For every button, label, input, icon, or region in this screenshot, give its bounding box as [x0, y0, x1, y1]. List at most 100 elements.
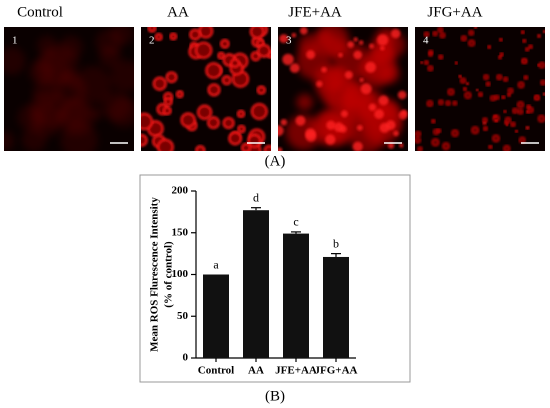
caption-a: (A) [265, 153, 286, 169]
cell [522, 38, 527, 43]
cell [454, 61, 458, 65]
cell [165, 71, 178, 84]
cell [306, 50, 316, 60]
cell [147, 27, 157, 33]
annotation: b [333, 236, 339, 250]
cell [247, 133, 262, 148]
cell [256, 85, 266, 95]
cell [380, 45, 385, 51]
cell [278, 147, 283, 151]
y-axis-label: Mean ROS Flurescence Intensity [149, 197, 161, 352]
annotation: c [293, 215, 298, 229]
cell [250, 102, 268, 120]
cell [501, 95, 506, 100]
haze [59, 35, 83, 60]
cell [347, 41, 355, 48]
cell [249, 27, 265, 39]
cell [533, 94, 541, 101]
cell [498, 37, 503, 42]
cell [537, 114, 545, 123]
haze [4, 47, 26, 75]
haze [296, 93, 313, 111]
cell [289, 63, 300, 73]
cell [291, 32, 297, 38]
cell [230, 58, 240, 68]
cell [221, 75, 232, 86]
cell [305, 130, 317, 142]
cell [189, 28, 202, 41]
cell [195, 145, 206, 151]
cell [442, 142, 450, 150]
panel-number: 4 [423, 35, 429, 47]
cell [316, 80, 323, 88]
cells [415, 27, 545, 151]
cell [390, 28, 401, 39]
haze [111, 27, 134, 45]
cell [369, 43, 375, 49]
cell [205, 62, 222, 79]
cell [507, 87, 514, 94]
cell [497, 55, 503, 60]
cell [141, 133, 148, 147]
cell [240, 142, 252, 151]
cell [157, 138, 174, 151]
cell [431, 138, 440, 147]
micrograph [4, 27, 134, 151]
cells [4, 27, 134, 151]
cell [477, 91, 484, 97]
cell [516, 101, 525, 109]
cell [387, 142, 395, 149]
cell [523, 75, 529, 80]
cell [542, 92, 545, 96]
haze [4, 131, 15, 151]
micrograph [278, 27, 408, 151]
cell [487, 45, 492, 50]
cell [537, 34, 541, 38]
cell [325, 134, 336, 145]
cell [485, 81, 491, 87]
cell [236, 109, 246, 119]
panel-label: JFG+AA [427, 4, 482, 20]
cell [438, 99, 444, 106]
y-tick-label: 0 [183, 352, 189, 364]
bar [243, 210, 269, 358]
cell [219, 38, 230, 49]
y-axis-label: (% of control) [163, 241, 175, 308]
cell [415, 130, 422, 138]
cell [427, 65, 434, 72]
cell [482, 121, 487, 126]
cell [279, 34, 289, 44]
cell [237, 124, 246, 134]
cell [195, 41, 213, 59]
cell [445, 100, 451, 107]
cell [280, 118, 288, 126]
cell [353, 50, 363, 60]
cell [465, 81, 470, 86]
caption-b: (B) [265, 388, 285, 404]
cell [359, 77, 364, 83]
cell [169, 32, 178, 41]
bar [283, 233, 309, 358]
cell [451, 129, 459, 137]
cell [492, 134, 500, 143]
cell [365, 61, 377, 73]
panel-number: 1 [12, 35, 18, 47]
cell [415, 136, 421, 144]
cell [493, 114, 498, 119]
cell [428, 52, 433, 57]
cell [524, 47, 530, 52]
micrograph [141, 27, 271, 151]
cell [333, 122, 344, 133]
cell [356, 124, 363, 131]
cell [432, 30, 438, 37]
cell [517, 81, 525, 89]
cell [527, 106, 534, 114]
cell [514, 129, 519, 133]
cell [180, 112, 196, 128]
cells [278, 27, 408, 151]
haze [316, 27, 350, 56]
cell [483, 74, 490, 81]
panel-number: 2 [149, 35, 155, 47]
cell [518, 136, 526, 144]
